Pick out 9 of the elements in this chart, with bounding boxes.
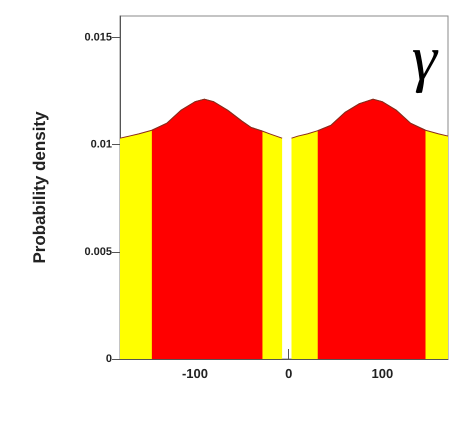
x-tick-label: -100 xyxy=(182,366,208,381)
y-tick-label: 0.005 xyxy=(84,246,112,258)
annotation: γ xyxy=(412,22,439,94)
x-tick-label: 0 xyxy=(285,366,292,381)
x-tick-label: 100 xyxy=(372,366,394,381)
y-tick-label: 0.015 xyxy=(84,31,112,44)
y-tick-label: 0.01 xyxy=(90,138,112,151)
y-tick-label: 0 xyxy=(106,353,112,365)
y-axis-title: Probability density xyxy=(30,110,49,264)
